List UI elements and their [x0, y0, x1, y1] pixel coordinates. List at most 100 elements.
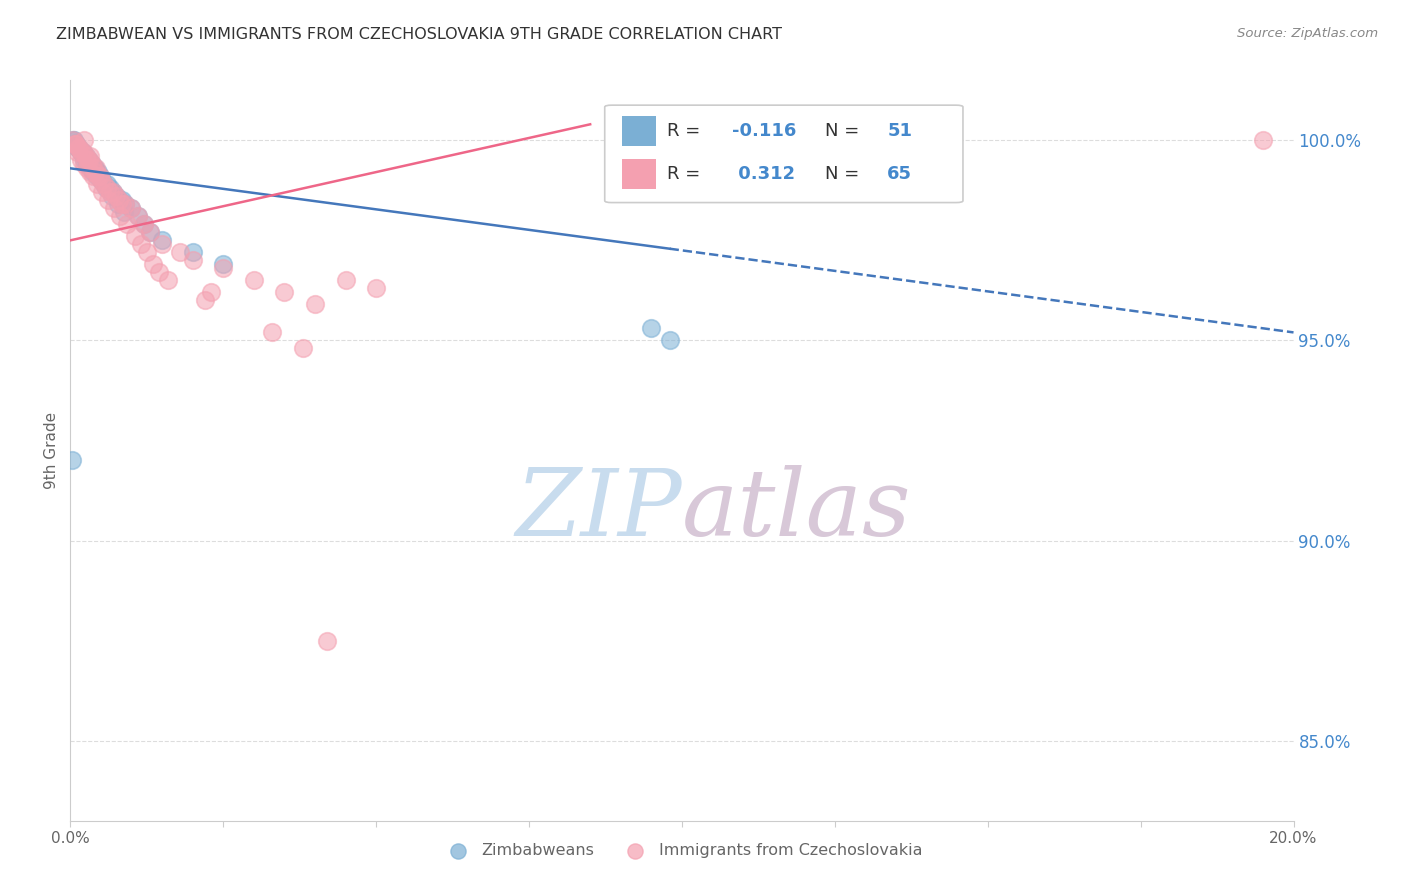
- Point: [93, 178, 115, 192]
- Point: [129, 237, 152, 252]
- Point: [76, 153, 98, 168]
- Point: [111, 197, 134, 211]
- Point: [65, 137, 87, 152]
- Bar: [621, 160, 657, 189]
- Point: [69, 141, 91, 155]
- Point: [212, 257, 235, 271]
- Point: [76, 161, 98, 176]
- Text: ZIMBABWEAN VS IMMIGRANTS FROM CZECHOSLOVAKIA 9TH GRADE CORRELATION CHART: ZIMBABWEAN VS IMMIGRANTS FROM CZECHOSLOV…: [56, 27, 782, 42]
- Point: [62, 133, 84, 147]
- Point: [77, 153, 100, 168]
- Point: [83, 161, 105, 176]
- Point: [108, 194, 131, 208]
- Point: [107, 197, 129, 211]
- Point: [66, 145, 89, 160]
- Text: 65: 65: [887, 166, 912, 184]
- Point: [82, 165, 104, 179]
- Point: [101, 186, 124, 200]
- Point: [169, 245, 191, 260]
- Bar: [621, 116, 657, 146]
- Point: [89, 169, 111, 184]
- Text: atlas: atlas: [682, 465, 911, 555]
- Point: [93, 178, 115, 192]
- Point: [60, 453, 83, 467]
- Point: [83, 161, 105, 176]
- Point: [66, 141, 89, 155]
- Point: [63, 137, 86, 152]
- Point: [76, 157, 98, 171]
- Point: [366, 281, 388, 295]
- Point: [101, 186, 124, 200]
- Point: [79, 157, 101, 171]
- Point: [105, 189, 128, 203]
- Point: [115, 218, 138, 232]
- Point: [98, 186, 121, 200]
- Text: 51: 51: [887, 122, 912, 140]
- Point: [127, 210, 149, 224]
- Point: [75, 149, 97, 163]
- Point: [200, 285, 222, 300]
- Point: [96, 181, 118, 195]
- Text: 0.312: 0.312: [733, 166, 796, 184]
- Point: [73, 157, 96, 171]
- Point: [83, 165, 105, 179]
- Point: [86, 169, 108, 184]
- Point: [103, 202, 125, 216]
- Point: [108, 194, 131, 208]
- Point: [76, 153, 98, 168]
- Point: [194, 293, 217, 308]
- Point: [72, 145, 94, 160]
- Point: [80, 157, 103, 171]
- Text: R =: R =: [666, 166, 706, 184]
- Point: [65, 137, 87, 152]
- Point: [243, 273, 266, 287]
- Point: [63, 137, 86, 152]
- Point: [70, 145, 93, 160]
- Point: [96, 178, 118, 192]
- Point: [87, 165, 110, 179]
- Point: [63, 133, 86, 147]
- Point: [101, 189, 124, 203]
- Point: [114, 197, 136, 211]
- Point: [304, 297, 326, 311]
- Point: [121, 202, 143, 216]
- Point: [84, 165, 107, 179]
- Point: [73, 133, 96, 147]
- Point: [132, 218, 155, 232]
- Point: [135, 245, 157, 260]
- Point: [335, 273, 357, 287]
- Text: -0.116: -0.116: [733, 122, 797, 140]
- Point: [62, 133, 84, 147]
- Text: N =: N =: [825, 122, 865, 140]
- Point: [67, 141, 90, 155]
- Point: [86, 178, 108, 192]
- Point: [105, 189, 128, 203]
- Point: [89, 169, 111, 184]
- Point: [73, 149, 96, 163]
- Point: [148, 265, 170, 279]
- Point: [111, 194, 134, 208]
- Point: [127, 210, 149, 224]
- Point: [80, 157, 103, 171]
- Point: [262, 326, 284, 340]
- Point: [79, 149, 101, 163]
- Point: [87, 169, 110, 184]
- Point: [70, 145, 93, 160]
- Point: [658, 334, 681, 348]
- Point: [63, 137, 86, 152]
- Point: [157, 273, 180, 287]
- Point: [142, 257, 165, 271]
- Point: [150, 233, 173, 247]
- Point: [640, 321, 662, 335]
- Point: [69, 153, 91, 168]
- Point: [132, 218, 155, 232]
- Point: [97, 194, 120, 208]
- Text: R =: R =: [666, 122, 706, 140]
- Point: [316, 633, 339, 648]
- Point: [98, 181, 121, 195]
- Point: [77, 153, 100, 168]
- Point: [73, 153, 96, 168]
- Point: [114, 197, 136, 211]
- Point: [91, 173, 114, 187]
- Point: [83, 161, 105, 176]
